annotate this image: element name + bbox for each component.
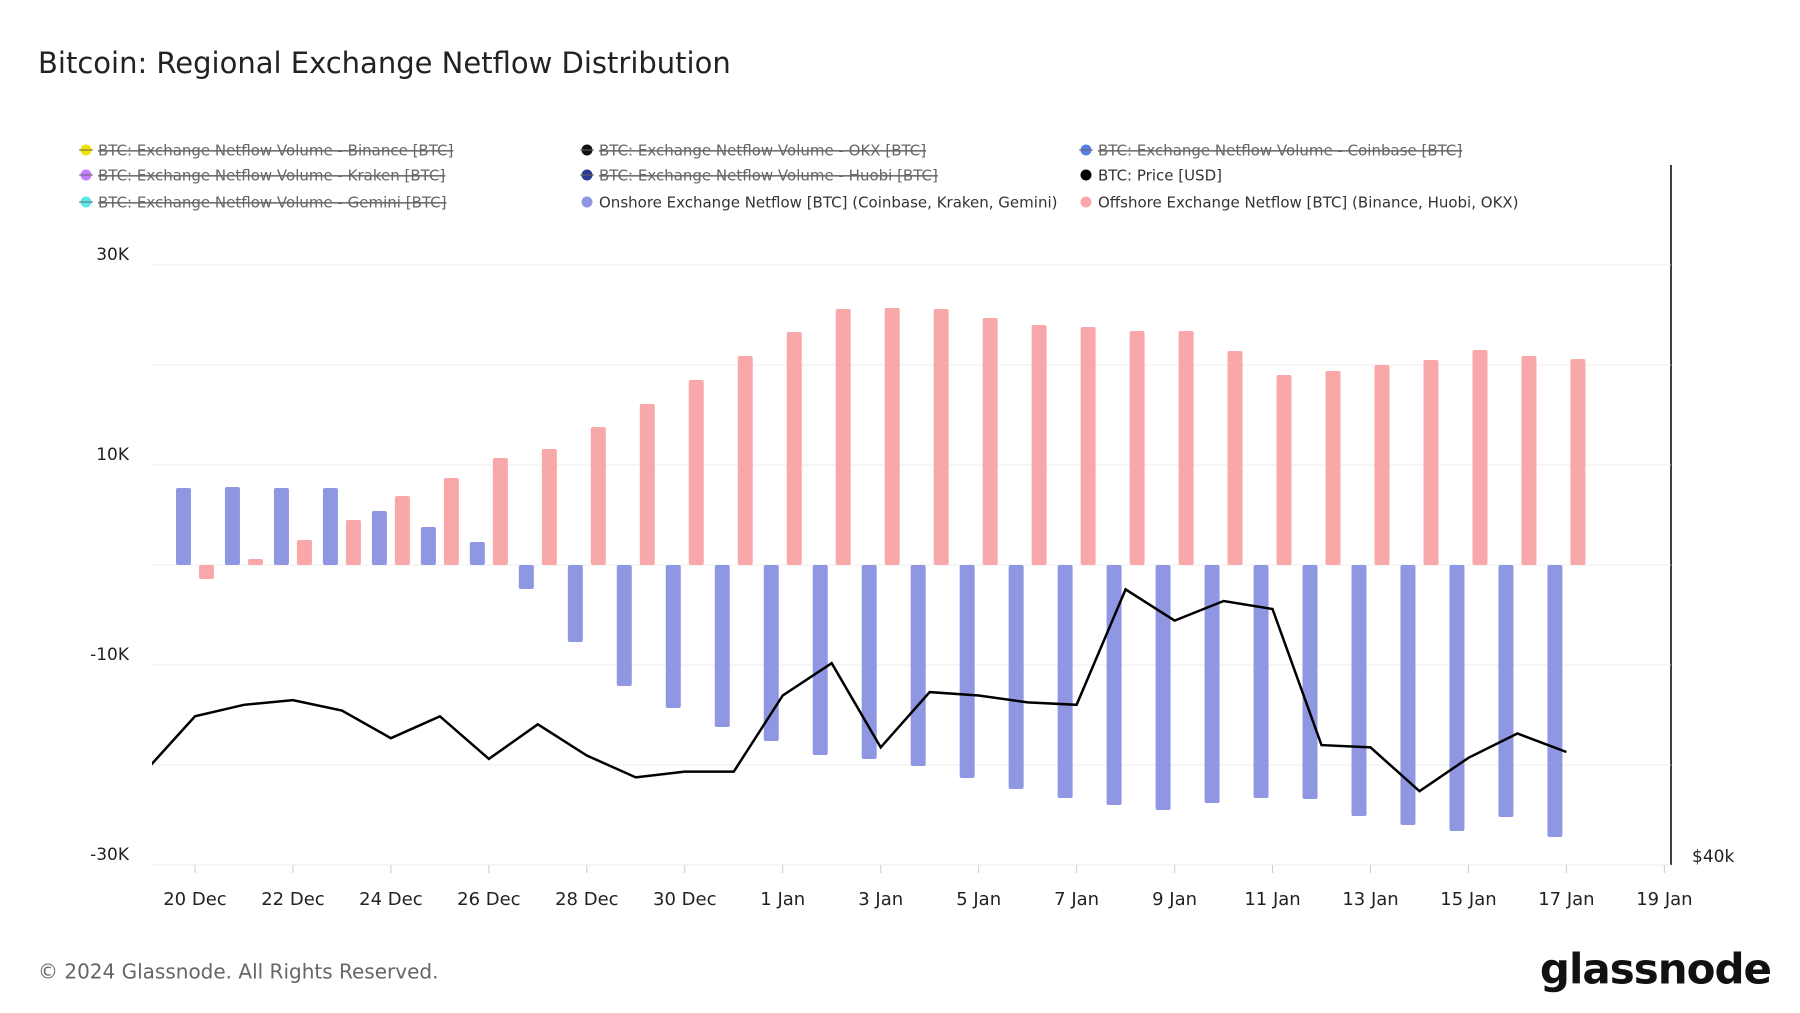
bar [1057, 565, 1073, 798]
y-tick-label: -30K [90, 845, 130, 865]
bar [469, 542, 485, 565]
x-tick-label: 1 Jan [760, 889, 805, 910]
bar [1570, 359, 1586, 565]
legend-label: BTC: Exchange Netflow Volume - Binance [… [98, 142, 453, 160]
legend-label: BTC: Price [USD] [1098, 167, 1222, 185]
bar [861, 565, 877, 759]
y2-tick-label: $40k [1692, 847, 1734, 867]
bar [296, 540, 312, 565]
y-tick-label: 10K [96, 445, 130, 465]
bar [639, 404, 655, 565]
x-tick-label: 30 Dec [653, 889, 716, 910]
x-tick-label: 20 Dec [163, 889, 226, 910]
x-tick-label: 7 Jan [1054, 889, 1099, 910]
bar [884, 308, 900, 565]
bar [394, 496, 410, 565]
x-tick-label: 11 Jan [1244, 889, 1300, 910]
bar [1204, 565, 1220, 803]
bar [1276, 375, 1292, 565]
bar [420, 527, 436, 565]
bar [1178, 331, 1194, 565]
bar [835, 309, 851, 565]
bar [1521, 356, 1537, 565]
bar [982, 318, 998, 565]
bar [273, 488, 289, 565]
legend-label: BTC: Exchange Netflow Volume - Kraken [B… [98, 167, 445, 185]
bar [1547, 565, 1563, 837]
bar [1400, 565, 1416, 825]
bar [345, 520, 361, 565]
bar [714, 565, 730, 727]
bar [933, 309, 949, 565]
x-tick-label: 5 Jan [956, 889, 1001, 910]
price-line [152, 587, 1567, 793]
bar [1155, 565, 1171, 810]
bar [541, 449, 557, 565]
bar [175, 488, 191, 565]
legend-marker [1080, 196, 1092, 208]
logo: glassnode [1540, 945, 1771, 994]
legend-label: BTC: Exchange Netflow Volume - OKX [BTC] [599, 142, 926, 160]
x-tick-label: 26 Dec [457, 889, 520, 910]
x-tick-label: 13 Jan [1342, 889, 1398, 910]
legend-label: BTC: Exchange Netflow Volume - Coinbase … [1098, 142, 1462, 160]
bar [1498, 565, 1514, 817]
bar [247, 559, 263, 565]
x-tick-label: 19 Jan [1636, 889, 1692, 910]
bar [786, 332, 802, 565]
bar [688, 380, 704, 565]
bar [1080, 327, 1096, 565]
y-tick-label: 30K [96, 245, 130, 265]
bar [737, 356, 753, 565]
bar [812, 565, 828, 755]
bar [1423, 360, 1439, 565]
bar [224, 487, 240, 565]
bar [518, 565, 534, 589]
bar [1374, 365, 1390, 565]
bar [910, 565, 926, 766]
bar [1227, 351, 1243, 565]
legend-label: BTC: Exchange Netflow Volume - Huobi [BT… [599, 167, 938, 185]
plot [152, 264, 1671, 866]
chart-title: Bitcoin: Regional Exchange Netflow Distr… [38, 46, 731, 80]
y-tick-label: -10K [90, 645, 130, 665]
x-tick-label: 17 Jan [1538, 889, 1594, 910]
bar [616, 565, 632, 686]
bar [1302, 565, 1318, 799]
bar [1253, 565, 1269, 798]
bar [1449, 565, 1465, 831]
x-tick-label: 22 Dec [261, 889, 324, 910]
x-tick-label: 9 Jan [1152, 889, 1197, 910]
x-tick-label: 3 Jan [858, 889, 903, 910]
bar [371, 511, 387, 565]
bar [590, 427, 606, 565]
bar [763, 565, 779, 741]
bar [959, 565, 975, 778]
legend-label: BTC: Exchange Netflow Volume - Gemini [B… [98, 194, 447, 212]
x-tick-label: 24 Dec [359, 889, 422, 910]
legend-label: Onshore Exchange Netflow [BTC] (Coinbase… [599, 194, 1057, 212]
legend-marker [1080, 169, 1092, 181]
legend-label: Offshore Exchange Netflow [BTC] (Binance… [1098, 194, 1519, 212]
bar [1008, 565, 1024, 789]
bar [1325, 371, 1341, 565]
bar [492, 458, 508, 565]
x-tick-label: 15 Jan [1440, 889, 1496, 910]
footer: © 2024 Glassnode. All Rights Reserved. [38, 960, 438, 984]
bar [1472, 350, 1488, 565]
bar [1129, 331, 1145, 565]
bar [322, 488, 338, 565]
bar [198, 565, 214, 579]
x-tick-label: 28 Dec [555, 889, 618, 910]
bar [567, 565, 583, 642]
bar [665, 565, 681, 708]
legend-marker [581, 196, 593, 208]
bar [1031, 325, 1047, 565]
bar [443, 478, 459, 565]
bar [1351, 565, 1367, 816]
